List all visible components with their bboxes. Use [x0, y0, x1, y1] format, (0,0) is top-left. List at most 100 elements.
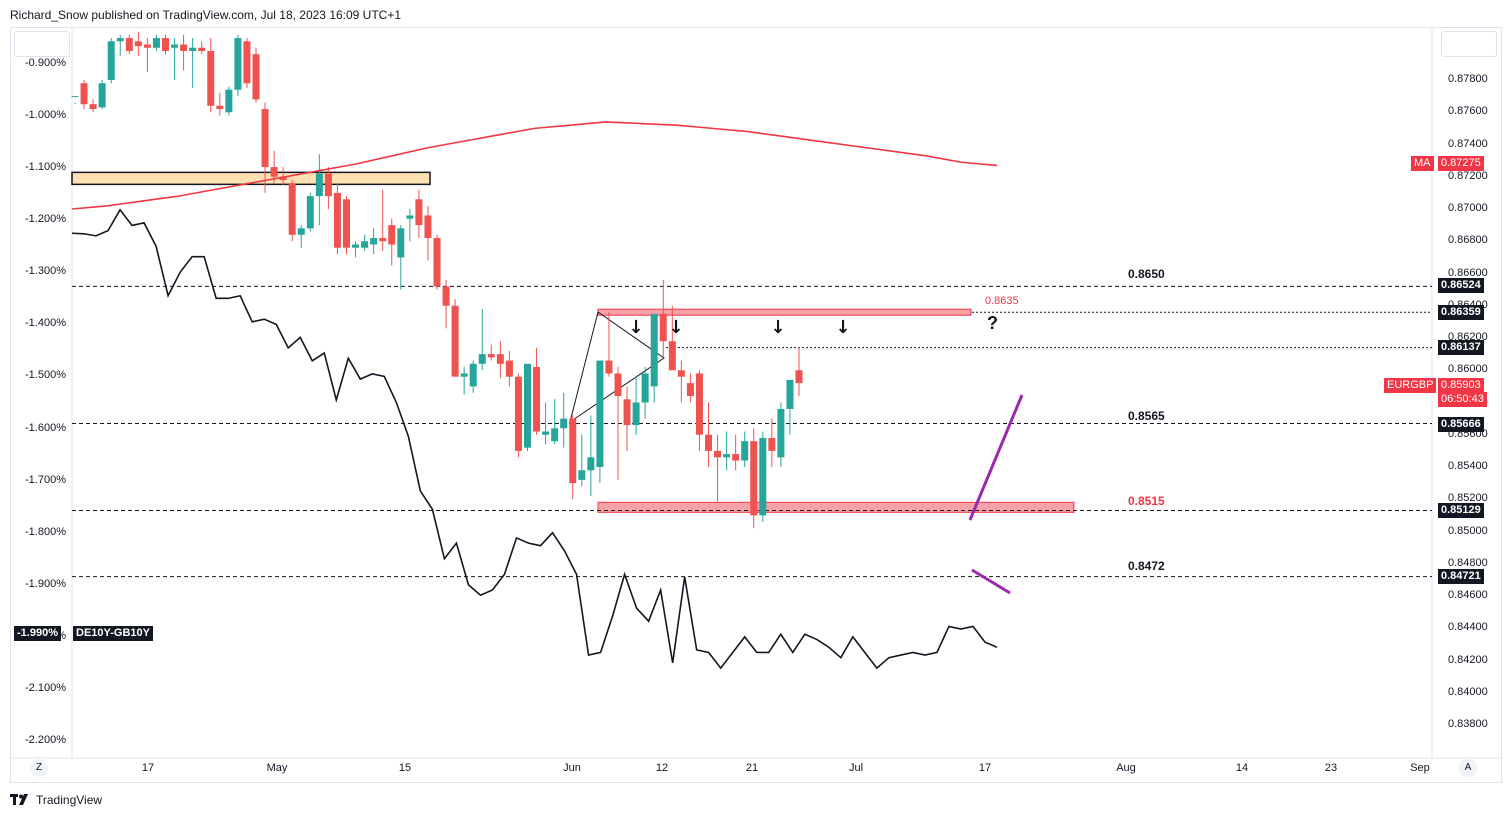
- candle-body: [578, 470, 586, 480]
- spread-axis-tick: -1.400%: [25, 317, 66, 330]
- candle-body: [343, 199, 350, 248]
- footer: TradingView: [10, 793, 102, 807]
- time-axis-tick: 17: [141, 762, 155, 774]
- time-axis-tick: 14: [1235, 762, 1249, 774]
- candle-body: [234, 38, 242, 90]
- candle-body: [171, 44, 179, 48]
- candle-body: [370, 238, 378, 245]
- supply-zone-orange: [71, 171, 431, 186]
- candle-body: [279, 176, 287, 180]
- candle-body: [270, 167, 278, 177]
- candle-body: [777, 408, 785, 458]
- level-label-0.8515: 0.8515: [1128, 494, 1165, 508]
- candle-body: [768, 437, 776, 451]
- candle-body: [542, 431, 550, 435]
- candle-body: [732, 454, 740, 461]
- candle-body: [288, 183, 296, 235]
- time-axis-tick: Jul: [848, 762, 864, 774]
- top-right-legend-box[interactable]: [1441, 31, 1497, 57]
- candle-body: [107, 41, 115, 80]
- bar-countdown-tag: 06:50:43: [1438, 392, 1487, 407]
- price-axis-tick: 0.84600: [1448, 589, 1488, 601]
- candle-body: [677, 370, 685, 377]
- candle-body: [225, 89, 233, 113]
- level-label-0.8472: 0.8472: [1128, 559, 1165, 573]
- level-tag-0.86524: 0.86524: [1438, 278, 1484, 293]
- down-arrow-icon: ↓: [835, 317, 850, 338]
- price-axis-tick: 0.86800: [1448, 234, 1488, 247]
- candle-body: [261, 109, 269, 168]
- candle-body: [451, 305, 459, 377]
- spread-axis-tick: -1.100%: [25, 161, 66, 174]
- triangle-pattern: [569, 311, 665, 424]
- candle-body: [180, 44, 188, 51]
- spread-axis-tick: -1.600%: [25, 421, 66, 434]
- spread-axis-tick: -1.800%: [25, 525, 66, 538]
- time-axis-tick: Aug: [1116, 762, 1136, 774]
- auto-scale-button[interactable]: A: [1459, 759, 1477, 777]
- time-axis-tick: 17: [978, 762, 992, 774]
- level-tag-0.86137: 0.86137: [1438, 340, 1484, 355]
- candle-body: [388, 225, 396, 245]
- price-axis-tick: 0.87400: [1448, 137, 1488, 150]
- candle-body: [433, 238, 441, 287]
- candle-body: [98, 83, 106, 108]
- candle-body: [315, 173, 323, 197]
- support-zone-0.8515: [597, 501, 1075, 513]
- level-label-0.8650: 0.8650: [1128, 267, 1165, 281]
- candle-body: [297, 228, 305, 235]
- moving-average-line: [71, 121, 998, 210]
- spread-axis-tick: -1.000%: [25, 109, 66, 122]
- candle-body: [505, 360, 513, 377]
- candle-body: [632, 402, 640, 426]
- price-axis-tick: 0.84800: [1448, 556, 1488, 569]
- level-tag-0.86359: 0.86359: [1438, 305, 1484, 320]
- time-axis-tick: 12: [655, 762, 669, 774]
- spread-axis-tick: -0.900%: [25, 57, 66, 69]
- candle-body: [714, 450, 722, 458]
- purple-trendline-up: [968, 394, 1024, 521]
- candle-body: [216, 105, 224, 110]
- top-left-legend-box[interactable]: [14, 31, 70, 57]
- purple-trendline-down: [971, 568, 1011, 595]
- candle-body: [750, 441, 758, 516]
- level-tag-0.84721: 0.84721: [1438, 569, 1484, 584]
- candle-body: [306, 196, 314, 229]
- spread-axis-tick: -1.700%: [25, 473, 66, 486]
- price-axis-tick: 0.85000: [1448, 524, 1488, 537]
- candle-body: [252, 54, 260, 100]
- time-axis-tick: 21: [745, 762, 759, 774]
- spread-value-tag: -1.990%: [14, 626, 61, 641]
- candle-body: [723, 454, 731, 458]
- candle-body: [189, 47, 197, 51]
- candle-body: [686, 383, 694, 397]
- spread-axis-tick: -2.100%: [25, 681, 66, 694]
- time-axis-tick: May: [266, 762, 288, 774]
- candle-body: [333, 192, 341, 248]
- candle-body: [614, 373, 622, 397]
- time-axis-tick: Sep: [1410, 762, 1430, 774]
- price-axis-tick: 0.87800: [1448, 73, 1488, 85]
- zoom-button[interactable]: Z: [30, 759, 48, 777]
- spread-axis-tick: -2.200%: [25, 734, 66, 746]
- candle-body: [415, 199, 423, 226]
- candle-body: [650, 313, 658, 387]
- candle-body: [125, 38, 133, 51]
- price-axis-tick: 0.86600: [1448, 266, 1488, 279]
- price-axis-tick: 0.84200: [1448, 653, 1488, 666]
- candle-body: [705, 434, 712, 451]
- price-axis-tick: 0.86000: [1448, 363, 1488, 376]
- ma-legend-tag: MA: [1411, 156, 1434, 171]
- candle-body: [741, 441, 749, 461]
- candle-body: [524, 363, 531, 448]
- symbol-tag: EURGBP: [1384, 378, 1437, 393]
- candle-body: [496, 354, 504, 364]
- candle-body: [89, 104, 97, 110]
- candle-body: [460, 373, 468, 377]
- down-arrow-icon: ↓: [668, 317, 683, 338]
- candle-body: [116, 38, 124, 42]
- candle-body: [469, 363, 477, 387]
- price-axis-tick: 0.84400: [1448, 621, 1488, 634]
- tradingview-logo-text: TradingView: [36, 793, 103, 807]
